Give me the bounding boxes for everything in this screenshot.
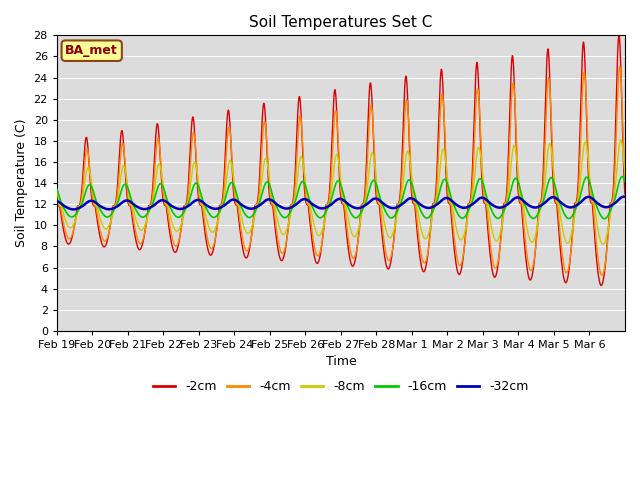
Title: Soil Temperatures Set C: Soil Temperatures Set C [249, 15, 433, 30]
Legend: -2cm, -4cm, -8cm, -16cm, -32cm: -2cm, -4cm, -8cm, -16cm, -32cm [148, 375, 534, 398]
Text: BA_met: BA_met [65, 44, 118, 57]
X-axis label: Time: Time [326, 355, 356, 369]
Y-axis label: Soil Temperature (C): Soil Temperature (C) [15, 119, 28, 247]
